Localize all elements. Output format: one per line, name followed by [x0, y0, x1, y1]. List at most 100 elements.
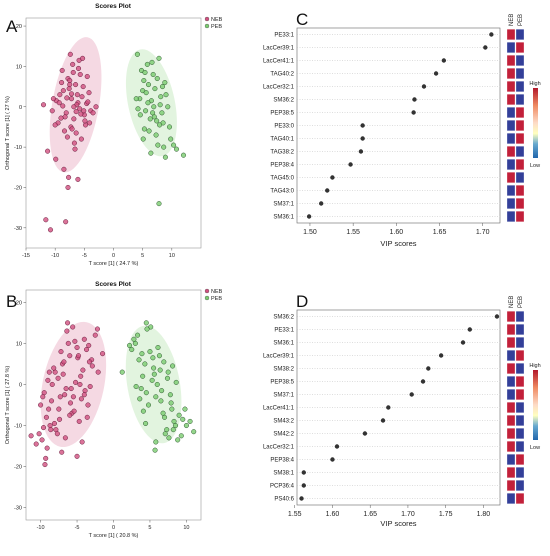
heatmap-cell: [506, 363, 516, 374]
data-point-peb: [140, 408, 146, 414]
data-point-neb: [67, 82, 73, 88]
data-point-neb: [66, 174, 72, 180]
heatmap-cell: [515, 376, 525, 387]
data-point-neb: [71, 408, 77, 414]
data-point-neb: [67, 400, 74, 406]
feature-label: PS40:6: [274, 497, 294, 503]
data-point-neb: [73, 82, 79, 88]
x-tick-label: 1.65: [363, 511, 377, 518]
feature-label: LacCer32:1: [263, 445, 295, 451]
data-point-neb: [84, 414, 90, 420]
data-point-neb: [60, 371, 66, 377]
data-point-peb: [143, 320, 149, 326]
chart-title: Scores Plot: [95, 3, 132, 10]
data-point-neb: [74, 453, 80, 459]
data-point-neb: [65, 184, 71, 190]
heatmap-cell: [506, 81, 516, 92]
feature-label: PE33:0: [274, 124, 294, 130]
data-point-neb: [51, 420, 57, 427]
data-point-peb: [175, 437, 181, 443]
x-tick-label: 1.65: [433, 229, 447, 236]
heatmap-cell: [515, 211, 525, 222]
heatmap-cell: [506, 120, 516, 131]
data-point-neb: [81, 336, 87, 342]
scores-plot-0: A Scores Plot -15 -10 -5 0 5 10 -30 -20 -10 0 10 20 T …: [5, 3, 223, 267]
data-point-peb: [136, 357, 142, 363]
heatmap-cell: [515, 55, 525, 66]
data-point-neb: [55, 375, 61, 381]
data-point-neb: [43, 455, 49, 461]
vip-score-point: [348, 162, 353, 167]
data-point-neb: [65, 340, 71, 346]
x-tick-label: 1.55: [288, 511, 302, 518]
feature-label: PEP38:4: [270, 458, 294, 464]
data-point-neb: [33, 441, 39, 447]
data-point-peb: [142, 69, 148, 75]
legend-entry: NEB: [211, 17, 223, 23]
vip-score-point: [426, 366, 431, 371]
heatmap-cell: [515, 107, 525, 118]
feature-label: PE33:1: [274, 33, 294, 39]
feature-label: SM37:1: [273, 202, 294, 208]
heatmap-cell: [515, 81, 525, 92]
data-point-neb: [67, 412, 73, 418]
data-point-peb: [180, 416, 186, 422]
legend-marker: [204, 16, 210, 22]
feature-label: PEP38:5: [270, 380, 294, 386]
data-point-peb: [143, 420, 149, 427]
data-point-neb: [81, 392, 87, 398]
data-point-peb: [144, 326, 150, 332]
data-point-neb: [40, 394, 46, 400]
data-point-peb: [127, 342, 133, 348]
data-point-peb: [141, 126, 147, 132]
data-point-peb: [153, 394, 159, 400]
data-point-neb: [46, 369, 52, 375]
data-point-peb: [167, 392, 173, 398]
data-point-peb: [137, 396, 143, 402]
x-tick-label: 1.70: [476, 229, 490, 236]
feature-label: TAG43:0: [270, 189, 294, 195]
data-point-peb: [151, 371, 157, 377]
data-point-neb: [83, 347, 90, 353]
data-point-neb: [73, 109, 79, 115]
data-point-peb: [157, 367, 163, 373]
data-point-peb: [170, 427, 176, 433]
heatmap-cell: [515, 363, 525, 374]
data-point-neb: [51, 365, 57, 371]
colorbar-low-label: Low: [530, 163, 540, 169]
vip-score-point: [467, 327, 473, 332]
heatmap-cell: [506, 493, 516, 504]
data-point-peb: [164, 375, 170, 381]
vip-score-point: [301, 483, 306, 488]
data-point-neb: [71, 140, 77, 146]
heatmap-cell: [506, 337, 516, 348]
plot-frame: [296, 309, 501, 506]
data-point-peb: [150, 110, 156, 116]
data-point-neb: [85, 402, 91, 408]
data-point-peb: [154, 76, 160, 82]
data-point-neb: [47, 423, 53, 429]
heatmap-cell: [515, 350, 525, 361]
data-point-neb: [89, 363, 95, 369]
feature-label: SM42:2: [273, 432, 294, 438]
heatmap-cell: [506, 94, 516, 105]
data-point-neb: [59, 449, 65, 455]
data-point-neb: [82, 388, 88, 394]
vip-score-point: [360, 136, 365, 141]
data-point-peb: [140, 136, 146, 142]
heatmap-cell: [515, 441, 525, 452]
data-point-peb: [144, 61, 150, 67]
heatmap-cell: [506, 428, 516, 439]
data-point-neb: [57, 416, 63, 422]
vip-score-point: [358, 149, 364, 154]
data-point-peb: [149, 59, 155, 65]
colorbar-high-label: High: [529, 363, 540, 369]
heatmap-cell: [506, 29, 516, 40]
heatmap-cell: [515, 402, 525, 413]
data-point-neb: [57, 92, 63, 98]
heatmap-cell: [515, 159, 525, 170]
x-tick-label: -10: [51, 253, 59, 259]
data-point-peb: [140, 373, 146, 379]
heatmap-cell: [515, 428, 525, 439]
